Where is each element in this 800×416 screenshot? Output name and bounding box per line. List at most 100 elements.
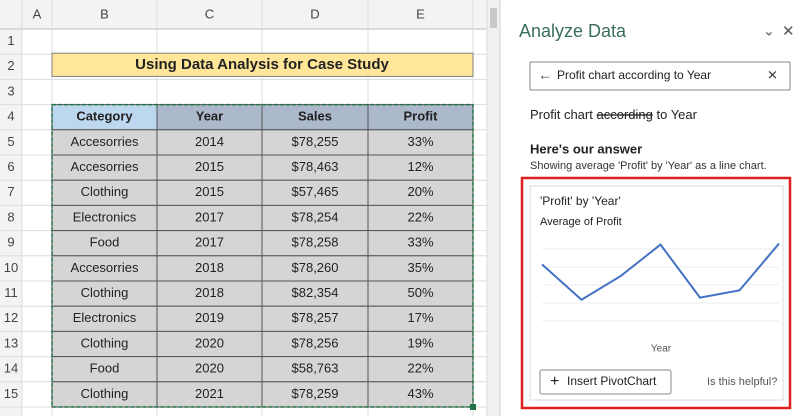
- row-header[interactable]: 12: [4, 310, 18, 325]
- scrollbar[interactable]: [487, 0, 500, 416]
- table-cell[interactable]: [367, 204, 474, 232]
- header-cell[interactable]: [367, 104, 474, 131]
- search-box[interactable]: [529, 61, 791, 91]
- cell-text: 2017: [195, 235, 224, 250]
- cell-text: 20%: [407, 184, 433, 199]
- pane-menu[interactable]: ⌄: [763, 23, 775, 39]
- header-cell[interactable]: [51, 104, 158, 131]
- header-text: Sales: [298, 109, 332, 124]
- row-header[interactable]: 8: [7, 209, 14, 224]
- table-cell[interactable]: [261, 356, 369, 383]
- table-cell[interactable]: [367, 330, 474, 358]
- answer-heading: Here's our answer: [530, 141, 642, 156]
- button-label[interactable]: Insert PivotChart: [567, 374, 657, 388]
- cell-text: 2015: [195, 159, 224, 174]
- table-cell[interactable]: [261, 381, 369, 408]
- row-header[interactable]: 14: [4, 361, 18, 376]
- cell-text: Clothing: [81, 335, 129, 350]
- table-cell[interactable]: [51, 356, 158, 383]
- table-cell[interactable]: [156, 280, 263, 307]
- header-cell[interactable]: [156, 104, 263, 131]
- cell-text: $78,256: [292, 335, 339, 350]
- cell-text: 2018: [195, 260, 224, 275]
- table-cell[interactable]: [51, 381, 158, 408]
- row-header[interactable]: 9: [7, 235, 14, 250]
- insert-button[interactable]: [539, 369, 672, 395]
- column-header[interactable]: C: [205, 6, 214, 21]
- feedback-link[interactable]: Is this helpful?: [707, 376, 777, 388]
- fill-handle: [470, 404, 476, 410]
- table-cell[interactable]: [261, 129, 369, 156]
- table-cell[interactable]: [51, 204, 158, 232]
- header-text: Profit: [404, 109, 439, 124]
- table-cell[interactable]: [51, 129, 158, 156]
- plus-icon[interactable]: +: [550, 373, 559, 390]
- cell-text: Electronics: [73, 310, 137, 325]
- table-cell[interactable]: [51, 255, 158, 282]
- column-header[interactable]: A: [33, 6, 42, 21]
- cell-text: 2018: [195, 285, 224, 300]
- table-cell[interactable]: [367, 280, 474, 307]
- row-header[interactable]: 1: [7, 33, 14, 48]
- cell-text: Accesorries: [71, 159, 139, 174]
- table-cell[interactable]: [261, 280, 369, 307]
- cell-text: $57,465: [292, 184, 339, 199]
- table-cell[interactable]: [156, 230, 263, 257]
- cell-text: 19%: [407, 335, 433, 350]
- selection-border: [51, 103, 474, 408]
- cell-text: 12%: [407, 159, 433, 174]
- row-header[interactable]: 2: [7, 58, 14, 73]
- table-cell[interactable]: [156, 305, 263, 332]
- query-after: to Year: [656, 107, 697, 122]
- cell-text: $78,254: [292, 209, 339, 224]
- cell-text: 35%: [407, 260, 433, 275]
- pane-title: Analyze Data: [519, 21, 627, 41]
- chart-ylabel: Average of Profit: [540, 216, 622, 228]
- header-text: Category: [76, 109, 133, 124]
- scroll-thumb[interactable]: [490, 8, 497, 28]
- cell-text: $82,354: [292, 285, 339, 300]
- column-header[interactable]: D: [310, 6, 319, 21]
- cell-text: 2014: [195, 134, 224, 149]
- column-header[interactable]: B: [100, 6, 109, 21]
- back-arrow[interactable]: ←: [538, 67, 552, 83]
- search-text[interactable]: Profit chart according to Year: [557, 68, 711, 82]
- column-header[interactable]: E: [416, 6, 425, 21]
- pane-close[interactable]: ✕: [782, 23, 795, 40]
- cell-text: 22%: [407, 209, 433, 224]
- row-header[interactable]: 3: [7, 83, 14, 98]
- table-cell[interactable]: [367, 154, 474, 181]
- row-header[interactable]: 10: [4, 260, 18, 275]
- cell-text: 22%: [407, 361, 433, 376]
- row-header[interactable]: 4: [7, 109, 14, 124]
- cell-text: $78,463: [292, 159, 339, 174]
- row-header[interactable]: 6: [7, 159, 14, 174]
- cell-text: 2017: [195, 209, 224, 224]
- cell-text: $78,255: [292, 134, 339, 149]
- sheet-title: Using Data Analysis for Case Study: [135, 56, 389, 73]
- table-cell[interactable]: [367, 305, 474, 332]
- table-cell[interactable]: [156, 154, 263, 181]
- table-cell[interactable]: [367, 356, 474, 383]
- row-header[interactable]: 11: [4, 285, 18, 300]
- cell-text: $78,258: [292, 235, 339, 250]
- chart-card[interactable]: [529, 185, 784, 401]
- table-cell[interactable]: [156, 381, 263, 408]
- row-header[interactable]: 5: [7, 134, 14, 149]
- table-cell[interactable]: [261, 204, 369, 232]
- cell-text: 33%: [407, 235, 433, 250]
- query-text: Profit chart according to Year: [530, 107, 698, 122]
- table-cell[interactable]: [51, 179, 158, 206]
- row-header[interactable]: 15: [4, 386, 18, 401]
- cell-text: 17%: [407, 310, 433, 325]
- row-header[interactable]: 7: [7, 184, 14, 199]
- clear-search[interactable]: ✕: [767, 67, 778, 82]
- table-cell[interactable]: [156, 330, 263, 358]
- cell-text: 50%: [407, 285, 433, 300]
- table-cell[interactable]: [367, 381, 474, 408]
- table-cell[interactable]: [156, 129, 263, 156]
- cell-text: 2015: [195, 184, 224, 199]
- row-header[interactable]: 13: [4, 335, 18, 350]
- cell-text: 43%: [407, 386, 433, 401]
- table-cell[interactable]: [367, 179, 474, 206]
